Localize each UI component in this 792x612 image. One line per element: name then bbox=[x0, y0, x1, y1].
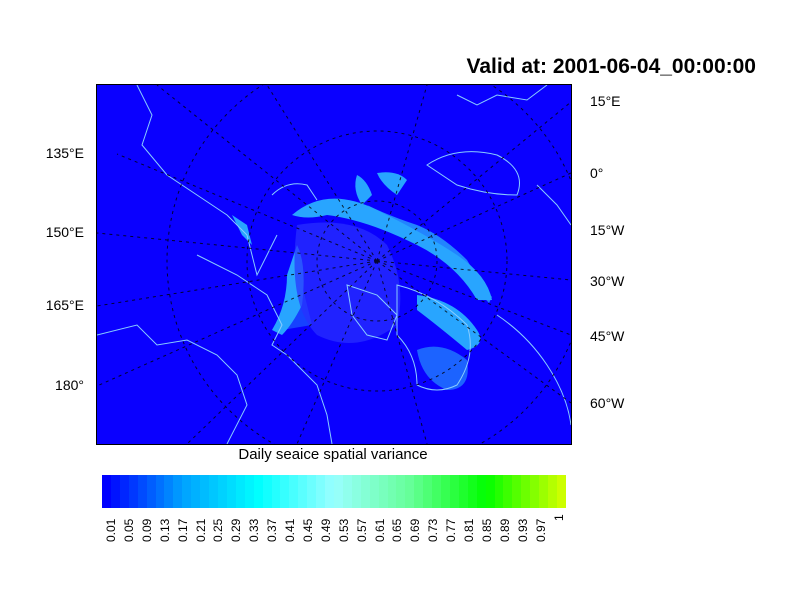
colorbar-box bbox=[262, 475, 272, 508]
colorbar-box bbox=[378, 475, 388, 508]
colorbar-tick-label: 0.57 bbox=[354, 518, 369, 542]
colorbar-box bbox=[512, 475, 522, 508]
colorbar-tick-label: 0.49 bbox=[318, 518, 333, 542]
lon-label: 15°E bbox=[590, 93, 621, 109]
colorbar-box bbox=[441, 475, 450, 508]
colorbar-box bbox=[253, 475, 263, 508]
colorbar-box bbox=[467, 475, 477, 508]
colorbar-tick-label: 0.29 bbox=[229, 518, 244, 542]
colorbar-tick-label: 0.45 bbox=[300, 518, 315, 542]
colorbar-box bbox=[351, 475, 361, 508]
colorbar-tick-label: 0.93 bbox=[515, 518, 530, 542]
colorbar-box bbox=[200, 475, 210, 508]
lon-label: 0° bbox=[590, 165, 604, 181]
colorbar-box bbox=[432, 475, 442, 508]
colorbar-tick-label: 0.77 bbox=[444, 518, 459, 542]
colorbar-box bbox=[102, 475, 111, 508]
colorbar-tick-label: 0.41 bbox=[283, 518, 297, 542]
colorbar-box bbox=[298, 475, 308, 508]
colorbar-box bbox=[280, 475, 290, 508]
colorbar-tick-label: 0.97 bbox=[533, 518, 548, 542]
colorbar-box bbox=[110, 475, 120, 508]
lon-label: 30°W bbox=[590, 273, 625, 289]
colorbar-tick-label: 0.33 bbox=[247, 518, 262, 542]
colorbar-box bbox=[244, 475, 254, 508]
colorbar-box bbox=[485, 475, 495, 508]
colorbar-tick-label: 1 bbox=[551, 514, 566, 521]
colorbar-box bbox=[476, 475, 486, 508]
colorbar-box bbox=[137, 475, 147, 508]
colorbar-box bbox=[235, 475, 245, 508]
colorbar-tick-label: 0.17 bbox=[175, 518, 190, 542]
colorbar-tick-label: 0.37 bbox=[265, 518, 280, 542]
colorbar-tick-label: 0.61 bbox=[372, 518, 387, 542]
colorbar-title: Daily seaice spatial variance bbox=[238, 446, 428, 463]
colorbar-box bbox=[521, 475, 531, 508]
colorbar-tick-label: 0.85 bbox=[479, 518, 494, 542]
colorbar-box bbox=[191, 475, 201, 508]
lon-label: 15°W bbox=[590, 222, 625, 238]
colorbar-box bbox=[557, 475, 566, 508]
colorbar-box bbox=[217, 475, 227, 508]
colorbar-box bbox=[209, 475, 218, 508]
colorbar-box bbox=[360, 475, 370, 508]
colorbar-tick-label: 0.09 bbox=[139, 518, 154, 542]
colorbar-box bbox=[325, 475, 334, 508]
colorbar-tick-label: 0.25 bbox=[211, 518, 226, 542]
colorbar-box bbox=[164, 475, 174, 508]
colorbar-box bbox=[146, 475, 156, 508]
coastlines bbox=[96, 84, 572, 445]
map-panel bbox=[96, 50, 588, 472]
colorbar-tick-label: 0.13 bbox=[157, 518, 172, 542]
lon-label: 165°E bbox=[45, 297, 84, 313]
colorbar-box bbox=[173, 475, 183, 508]
colorbar-box bbox=[289, 475, 299, 508]
colorbar-tick-label: 0.21 bbox=[193, 518, 208, 542]
colorbar-box bbox=[423, 475, 433, 508]
colorbar-box bbox=[333, 475, 343, 508]
colorbar-box bbox=[530, 475, 540, 508]
colorbar-tick-label: 0.65 bbox=[390, 518, 405, 542]
colorbar-tick-label: 0.69 bbox=[408, 518, 423, 542]
colorbar-box bbox=[307, 475, 317, 508]
lon-label: 45°W bbox=[590, 328, 625, 344]
map-svg bbox=[96, 50, 588, 472]
colorbar-box bbox=[369, 475, 379, 508]
colorbar-tick-label: 0.81 bbox=[462, 518, 476, 542]
colorbar-box bbox=[119, 475, 129, 508]
colorbar-box bbox=[155, 475, 165, 508]
colorbar-tick-label: 0.01 bbox=[104, 518, 118, 542]
lon-label: 60°W bbox=[590, 395, 625, 411]
colorbar-box bbox=[128, 475, 138, 508]
lon-label: 180° bbox=[55, 377, 84, 393]
colorbar-box bbox=[271, 475, 281, 508]
colorbar-box bbox=[414, 475, 424, 508]
colorbar-box bbox=[405, 475, 415, 508]
colorbar-box bbox=[226, 475, 236, 508]
colorbar-box bbox=[387, 475, 397, 508]
lon-label: 135°E bbox=[45, 145, 84, 161]
colorbar-box bbox=[342, 475, 352, 508]
colorbar-tick-label: 0.89 bbox=[497, 518, 512, 542]
colorbar-box bbox=[494, 475, 504, 508]
colorbar-box bbox=[182, 475, 192, 508]
colorbar-tick-label: 0.53 bbox=[336, 518, 351, 542]
colorbar-box bbox=[396, 475, 406, 508]
inner-ice-pack bbox=[294, 222, 401, 343]
colorbar-box bbox=[458, 475, 468, 508]
plot-title: Valid at: 2001-06-04_00:00:00 bbox=[466, 55, 756, 78]
colorbar-tick-label: 0.05 bbox=[121, 518, 136, 542]
lon-label: 150°E bbox=[45, 224, 84, 240]
colorbar-box bbox=[539, 475, 549, 508]
colorbar bbox=[101, 474, 567, 509]
colorbar-tick-label: 0.73 bbox=[426, 518, 441, 542]
colorbar-box bbox=[548, 475, 558, 508]
colorbar-box bbox=[449, 475, 459, 508]
colorbar-box bbox=[503, 475, 513, 508]
colorbar-box bbox=[316, 475, 326, 508]
